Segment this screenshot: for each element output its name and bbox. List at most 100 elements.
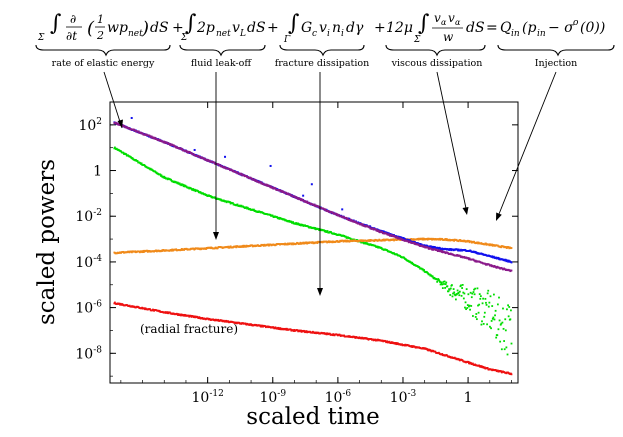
data-point: [382, 230, 385, 233]
data-point: [479, 297, 482, 300]
data-point: [436, 249, 439, 252]
data-point: [361, 223, 364, 226]
data-point: [311, 331, 314, 334]
data-point: [360, 223, 363, 226]
data-point: [394, 342, 397, 344]
data-point: [483, 366, 486, 369]
data-point: [503, 348, 506, 351]
data-point: [487, 289, 490, 292]
data-point: [197, 154, 200, 157]
data-point: [296, 329, 299, 332]
data-point: [129, 156, 132, 158]
data-point: [442, 281, 445, 283]
data-point: [413, 241, 415, 244]
data-point: [348, 217, 351, 220]
x-tick-label: 10-12: [191, 389, 223, 406]
data-point: [388, 340, 391, 343]
data-point: [478, 293, 481, 296]
data-point: [171, 248, 174, 251]
leakoff-net-sub: net: [216, 29, 231, 39]
data-point: [467, 257, 470, 259]
data-point: [118, 302, 121, 305]
data-point: [504, 258, 507, 261]
data-point: [299, 241, 302, 244]
data-point: [292, 243, 294, 246]
data-point: [306, 200, 309, 203]
elastic-partial-den: ∂t: [66, 29, 77, 43]
series-outliers: [130, 116, 344, 211]
data-point: [325, 333, 328, 336]
data-point: [421, 238, 424, 241]
viscous-term: 12μ ∫ Σ v α v α w dS viscous dissipation: [385, 11, 486, 69]
data-point: [344, 235, 347, 238]
data-point: [446, 285, 449, 288]
data-point: [493, 265, 495, 268]
data-series-layer: [113, 116, 513, 376]
data-point: [372, 338, 374, 341]
injection-expr: (p: [522, 20, 536, 36]
data-point: [137, 131, 140, 133]
data-point: [300, 224, 302, 227]
data-point: [462, 297, 465, 300]
elastic-partial-num: ∂: [70, 12, 76, 26]
data-point: [492, 316, 495, 319]
data-point: [436, 280, 439, 283]
data-point: [468, 305, 470, 308]
data-point: [209, 195, 212, 197]
data-point: [280, 189, 283, 192]
data-point: [169, 311, 171, 314]
data-point: [475, 251, 478, 254]
data-point: [437, 278, 440, 281]
data-point: [153, 309, 155, 312]
data-point: [502, 307, 504, 310]
data-point: [435, 278, 438, 281]
data-point: [160, 174, 163, 177]
data-point: [473, 288, 475, 291]
data-point: [473, 240, 475, 243]
data-point: [277, 216, 280, 219]
data-point: [463, 292, 466, 295]
arrow-elastic-head: [117, 119, 123, 128]
plus-1: +: [172, 20, 184, 36]
data-point: [451, 284, 453, 286]
data-point: [317, 228, 320, 230]
elastic-energy-term: ∫ Σ ∂ ∂t ( 1 2 wp net ) dS rate of elast…: [35, 11, 171, 69]
injection-in-sub: in: [511, 29, 520, 39]
y-tick-label: 10-2: [75, 208, 102, 225]
data-point: [490, 327, 492, 330]
data-point: [240, 204, 243, 207]
data-point: [472, 315, 474, 317]
data-point: [239, 172, 242, 175]
data-point: [267, 243, 269, 246]
data-point: [492, 256, 495, 259]
data-point: [303, 330, 306, 332]
data-point: [462, 291, 465, 294]
data-point: [506, 308, 508, 311]
data-point: [161, 250, 164, 252]
data-point: [401, 343, 403, 346]
data-point: [438, 280, 441, 282]
data-point: [190, 316, 193, 318]
data-point: [318, 229, 321, 232]
data-point: [496, 303, 499, 306]
elastic-net-sub: net: [128, 29, 143, 39]
data-point: [414, 241, 416, 244]
data-point: [336, 213, 339, 216]
data-point: [468, 304, 471, 307]
data-point: [330, 231, 332, 233]
data-point: [420, 237, 423, 240]
data-point: [274, 187, 277, 190]
data-point: [269, 213, 272, 216]
data-point: [271, 214, 274, 217]
data-point: [270, 185, 272, 188]
data-point: [464, 249, 467, 251]
data-point: [430, 237, 433, 240]
data-point: [163, 140, 166, 143]
data-point: [384, 340, 387, 343]
fracture-i-sub1: i: [327, 29, 330, 39]
data-point: [441, 353, 444, 355]
data-point: [498, 319, 501, 322]
injection-expr3: (0)): [580, 20, 605, 36]
data-point: [460, 294, 463, 297]
data-point: [422, 237, 424, 240]
